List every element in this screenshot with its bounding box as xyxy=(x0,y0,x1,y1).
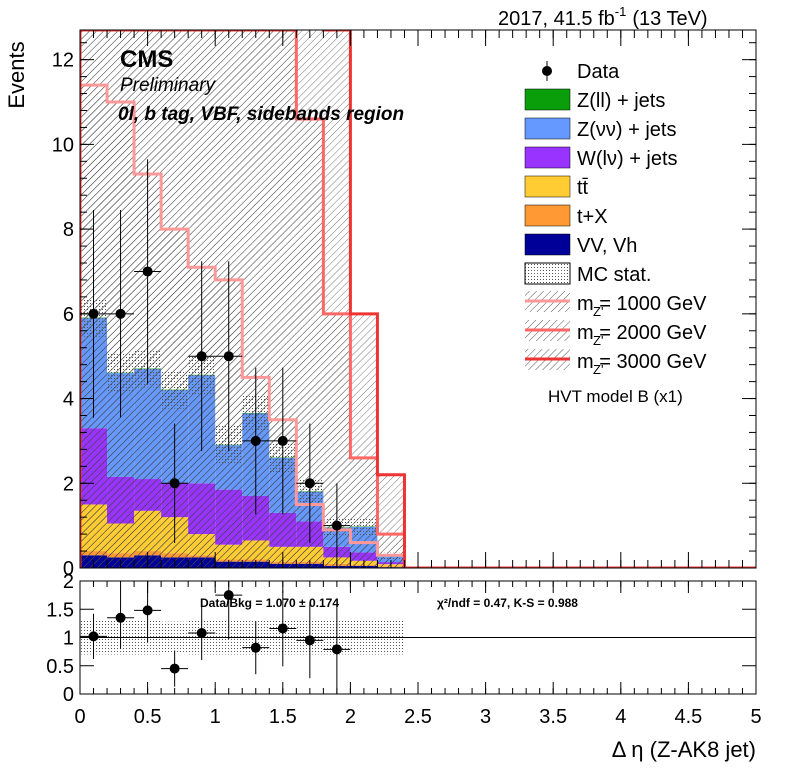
legend-sig1000-sub: Z' xyxy=(593,304,603,319)
legend-sig3000: m = 3000 GeV xyxy=(577,351,707,373)
data-layer xyxy=(80,159,351,568)
legend-znn: Z(νν) + jets xyxy=(577,119,676,141)
main-y-ticks: 0 2 4 6 8 10 12 xyxy=(52,42,756,580)
x-tick-label-3.5: 3.5 xyxy=(539,706,567,728)
data-point-1 xyxy=(115,308,126,319)
ratio-y-tick-label-2: 2 xyxy=(63,571,74,593)
legend-zll-swatch xyxy=(524,88,571,111)
x-tick-label-1.5: 1.5 xyxy=(269,706,297,728)
ratio-point-6 xyxy=(250,642,261,653)
preliminary-label: Preliminary xyxy=(120,75,217,96)
main-x-ticks xyxy=(79,30,757,568)
main-y-tick-label-10: 10 xyxy=(52,134,74,156)
ratio-point-8 xyxy=(304,635,315,646)
y-axis-label: Events xyxy=(4,41,29,108)
main-y-tick-label-8: 8 xyxy=(63,219,74,241)
x-tick-label-0.5: 0.5 xyxy=(134,706,162,728)
ratio-points xyxy=(80,581,351,694)
x-tick-label-3: 3 xyxy=(480,706,491,728)
signal-sig3000-line xyxy=(80,30,756,568)
lumi-label: 2017, 41.5 fb-1 (13 TeV) xyxy=(498,4,708,30)
legend-sig3000-sub: Z' xyxy=(593,362,603,377)
ratio-data-bkg: Data/Bkg = 1.070 ± 0.174 xyxy=(200,596,339,610)
main-y-tick-label-4: 4 xyxy=(63,389,74,411)
signal-sig1000-line xyxy=(80,83,756,568)
ratio-point-0 xyxy=(88,631,99,642)
data-point-4 xyxy=(196,351,207,362)
legend-data: Data xyxy=(577,61,620,83)
x-tick-label-1: 1 xyxy=(210,706,221,728)
legend-tt: tt̄ xyxy=(577,177,589,199)
legend-sig2000: m = 2000 GeV xyxy=(577,322,707,344)
ratio-y-tick-label-0: 0 xyxy=(63,684,74,706)
signal-layer xyxy=(80,30,756,568)
legend-mcstat: MC stat. xyxy=(577,264,651,286)
data-point-5 xyxy=(223,351,234,362)
ratio-point-5 xyxy=(223,590,234,601)
main-y-tick-label-6: 6 xyxy=(63,304,74,326)
data-point-7 xyxy=(277,435,288,446)
cms-label: CMS xyxy=(120,46,173,73)
data-point-2 xyxy=(142,266,153,277)
main-y-tick-label-2: 2 xyxy=(63,473,74,495)
region-label: 0l, b tag, VBF, sidebands region xyxy=(118,104,404,125)
ratio-point-2 xyxy=(142,605,153,616)
ratio-point-9 xyxy=(331,644,342,655)
ratio-panel: 0 0.5 1 1.5 2 0 0.5 1 1.5 2 2.5 3 3.5 4 4.5 5 Data/Bkg… xyxy=(46,571,761,728)
ratio-point-4 xyxy=(196,627,207,638)
data-point-9 xyxy=(331,520,342,531)
legend: Data Z(ll) + jets Z(νν) + jets W(lν) + j… xyxy=(524,61,707,406)
ratio-point-1 xyxy=(115,612,126,623)
legend-model: HVT model B (x1) xyxy=(548,387,683,406)
legend-vv: VV, Vh xyxy=(577,235,637,257)
x-tick-label-2: 2 xyxy=(345,706,356,728)
ratio-chi2: χ²/ndf = 0.47, K-S = 0.988 xyxy=(437,596,578,610)
ratio-y-tick-label-1.5: 1.5 xyxy=(46,599,74,621)
main-panel: 0 2 4 6 8 10 12 xyxy=(52,29,757,580)
ratio-point-7 xyxy=(277,623,288,634)
x-tick-label-4: 4 xyxy=(615,706,626,728)
x-tick-label-2.5: 2.5 xyxy=(404,706,432,728)
ratio-x-ticks: 0 0.5 1 1.5 2 2.5 3 3.5 4 4.5 5 xyxy=(74,581,762,728)
legend-tx-swatch xyxy=(524,204,571,227)
x-tick-label-4.5: 4.5 xyxy=(674,706,702,728)
legend-zll: Z(ll) + jets xyxy=(577,90,665,112)
legend-sig1000: m = 1000 GeV xyxy=(577,293,707,315)
ratio-point-3 xyxy=(169,663,180,674)
data-point-8 xyxy=(304,478,315,489)
x-tick-label-5: 5 xyxy=(750,706,761,728)
main-y-tick-label-0: 0 xyxy=(63,558,74,580)
legend-mcstat-swatch xyxy=(524,262,571,285)
legend-znn-swatch xyxy=(524,117,571,140)
ratio-y-tick-label-0.5: 0.5 xyxy=(46,656,74,678)
main-y-tick-label-12: 12 xyxy=(52,50,74,72)
signal-sig2000-line xyxy=(80,30,756,568)
data-point-3 xyxy=(169,478,180,489)
legend-wln: W(lν) + jets xyxy=(577,148,678,170)
legend-sig2000-sub: Z' xyxy=(593,333,603,348)
x-axis-label: Δ η (Z-AK8 jet) xyxy=(612,737,756,762)
legend-vv-swatch xyxy=(524,233,571,256)
ratio-y-tick-label-1: 1 xyxy=(63,628,74,650)
data-point-6 xyxy=(250,435,261,446)
x-tick-label-0: 0 xyxy=(74,706,85,728)
legend-wln-swatch xyxy=(524,146,571,169)
legend-tx: t+X xyxy=(577,206,608,228)
ratio-y-ticks: 0 0.5 1 1.5 2 xyxy=(46,571,756,706)
legend-tt-swatch xyxy=(524,175,571,198)
